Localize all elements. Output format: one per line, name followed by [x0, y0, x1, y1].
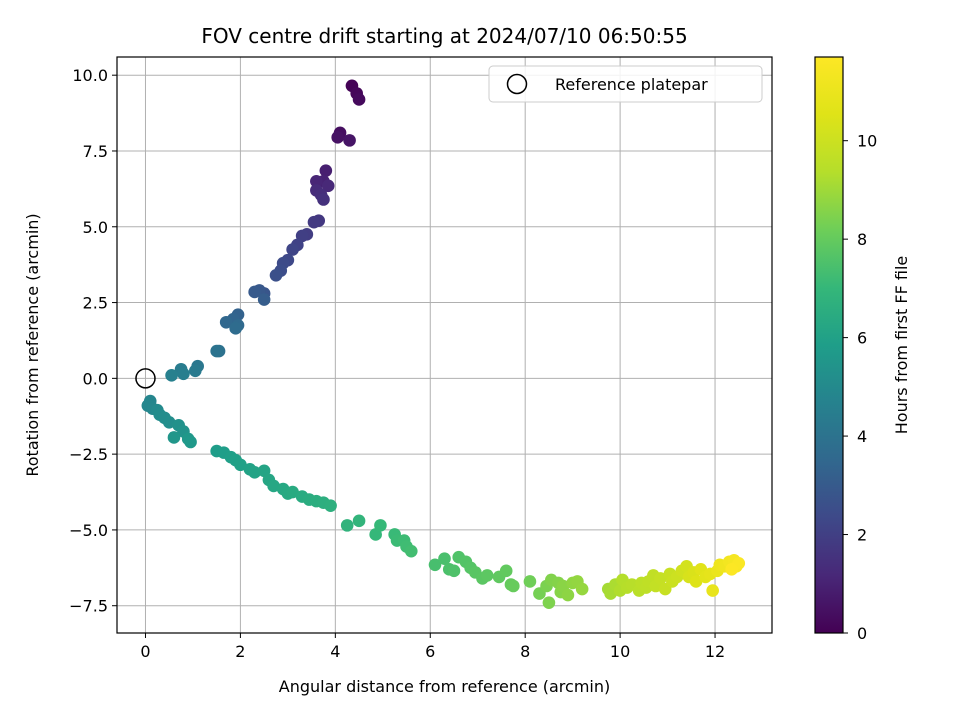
- data-point: [480, 569, 494, 582]
- colorbar-tick-label: 8: [857, 230, 867, 249]
- y-tick-label: 10.0: [72, 66, 108, 85]
- data-point: [319, 164, 333, 177]
- data-point: [507, 579, 520, 593]
- data-point: [162, 416, 176, 429]
- data-point: [374, 519, 387, 532]
- grid: [117, 57, 772, 633]
- data-point: [310, 174, 323, 188]
- data-point: [267, 479, 280, 493]
- y-tick-label: 2.5: [83, 294, 108, 313]
- data-point: [324, 499, 337, 512]
- x-tick-label: 4: [330, 642, 340, 661]
- data-point: [404, 544, 418, 558]
- colorbar-tick-label: 10: [857, 132, 877, 151]
- data-point: [447, 564, 461, 578]
- data-point: [706, 584, 719, 597]
- y-tick-label: 0.0: [83, 369, 108, 388]
- data-point: [307, 215, 321, 229]
- y-tick-label: −7.5: [69, 597, 108, 616]
- x-tick-label: 0: [140, 642, 150, 661]
- chart-title: FOV centre drift starting at 2024/07/10 …: [201, 24, 687, 48]
- y-tick-label: −5.0: [69, 521, 108, 540]
- data-point: [575, 582, 589, 596]
- data-point: [286, 243, 299, 256]
- y-tick-label: 5.0: [83, 218, 108, 237]
- data-point: [219, 315, 233, 329]
- data-point: [286, 485, 299, 499]
- x-tick-label: 12: [705, 642, 725, 661]
- data-point: [257, 293, 271, 306]
- x-tick-label: 6: [425, 642, 435, 661]
- data-point: [165, 369, 178, 382]
- data-point: [340, 519, 354, 532]
- colorbar-label: Hours from first FF file: [892, 256, 911, 435]
- colorbar-gradient: [814, 56, 844, 634]
- data-point: [352, 514, 366, 528]
- data-point: [725, 563, 738, 576]
- legend-entry-label: Reference platepar: [555, 75, 708, 94]
- legend-box: [488, 65, 763, 103]
- data-point: [234, 458, 247, 472]
- colorbar-tick-label: 2: [857, 526, 867, 545]
- y-axis-ticks: −7.5 −5.0 −2.5 0.0 2.5 5.0 7.5 10.0: [69, 66, 117, 616]
- data-point: [499, 564, 513, 578]
- legend-marker-icon: [506, 73, 528, 95]
- data-point: [248, 285, 261, 299]
- colorbar-tick-label: 4: [857, 427, 867, 446]
- data-point: [352, 93, 366, 106]
- data-point: [177, 367, 190, 381]
- x-axis-label: Angular distance from reference (arcmin): [279, 677, 610, 696]
- data-point: [269, 268, 283, 282]
- colorbar-tick-label: 6: [857, 329, 867, 348]
- colorbar-tick-label: 0: [857, 624, 867, 643]
- data-point: [167, 431, 181, 444]
- data-point: [184, 435, 197, 449]
- data-point: [561, 588, 575, 602]
- data-point: [689, 575, 703, 588]
- x-axis-ticks: 0 2 4 6 8 10 12: [140, 633, 725, 661]
- y-tick-label: −2.5: [69, 445, 108, 464]
- reference-marker: [135, 368, 156, 389]
- data-points: [141, 79, 746, 609]
- data-point: [542, 596, 556, 609]
- x-tick-label: 2: [235, 642, 245, 661]
- reference-point: [135, 368, 156, 389]
- y-axis-label: Rotation from reference (arcmin): [23, 213, 42, 476]
- colorbar: 0 2 4 6 8 10 Hours from first FF file: [814, 56, 911, 643]
- x-tick-label: 8: [520, 642, 530, 661]
- colorbar-ticks: 0 2 4 6 8 10: [843, 132, 877, 643]
- plot-frame: [116, 56, 773, 634]
- legend: Reference platepar: [488, 65, 763, 103]
- data-point: [523, 575, 537, 588]
- data-point: [331, 131, 345, 144]
- data-point: [210, 344, 223, 358]
- data-point: [248, 466, 261, 479]
- data-point: [189, 364, 202, 378]
- data-point: [343, 134, 356, 147]
- data-point: [321, 179, 335, 193]
- data-point: [438, 552, 451, 566]
- x-tick-label: 10: [610, 642, 630, 661]
- y-tick-label: 7.5: [83, 142, 108, 161]
- data-point: [229, 322, 242, 335]
- data-point: [428, 558, 442, 572]
- data-point: [317, 193, 330, 206]
- data-point: [654, 572, 667, 585]
